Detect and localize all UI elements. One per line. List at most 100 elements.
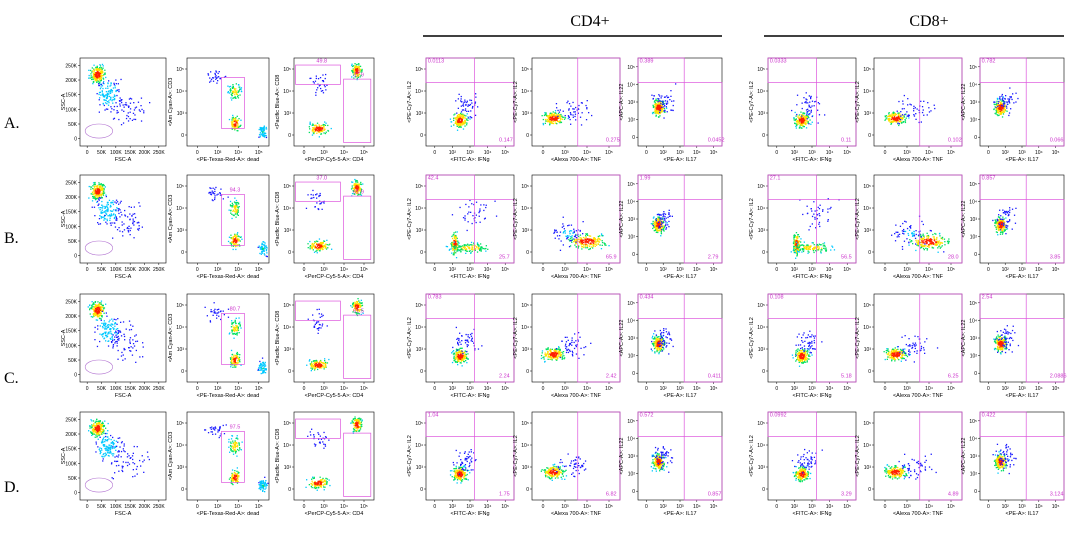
- event-point: [353, 193, 355, 195]
- event-point: [670, 90, 672, 92]
- event-point: [232, 91, 234, 93]
- event-point: [563, 116, 565, 118]
- event-point: [325, 246, 327, 248]
- event-point: [573, 108, 575, 110]
- event-point: [265, 246, 268, 248]
- event-point: [585, 119, 588, 121]
- event-point: [580, 241, 582, 243]
- event-point: [556, 113, 558, 116]
- event-point: [551, 119, 553, 122]
- event-point: [453, 247, 456, 249]
- event-point: [941, 237, 943, 239]
- event-point: [1001, 106, 1003, 109]
- event-point: [454, 236, 456, 238]
- event-point: [99, 65, 102, 67]
- event-point: [581, 112, 583, 114]
- event-point: [455, 238, 457, 240]
- event-point: [904, 119, 907, 121]
- event-point: [542, 122, 544, 125]
- event-point: [101, 212, 103, 214]
- event-point: [102, 78, 105, 80]
- event-point: [894, 113, 896, 115]
- event-point: [318, 130, 320, 132]
- event-point: [668, 220, 670, 223]
- event-point: [449, 118, 452, 120]
- event-point: [96, 193, 98, 195]
- event-point: [818, 249, 820, 251]
- event-point: [453, 241, 455, 243]
- event-point: [919, 234, 921, 236]
- event-point: [94, 72, 96, 74]
- event-point: [234, 233, 236, 235]
- event-point: [792, 242, 795, 244]
- event-point: [236, 233, 238, 235]
- event-point: [560, 121, 562, 123]
- x-tick-label: 10³: [466, 267, 474, 273]
- gate-rect: [637, 57, 685, 83]
- event-point: [236, 210, 238, 212]
- event-point: [121, 109, 123, 111]
- event-point: [354, 66, 356, 69]
- event-point: [669, 99, 671, 101]
- event-point: [99, 183, 101, 185]
- event-point: [456, 245, 458, 247]
- event-point: [95, 66, 97, 69]
- event-point: [936, 243, 938, 246]
- gate-value: 0.0452: [708, 138, 725, 144]
- event-point: [1007, 98, 1009, 100]
- event-point: [571, 235, 573, 237]
- event-point: [98, 189, 100, 191]
- event-point: [586, 100, 588, 102]
- event-point: [934, 232, 936, 235]
- event-point: [914, 237, 917, 239]
- event-point: [235, 216, 237, 218]
- event-cloud: [553, 216, 610, 251]
- event-point: [668, 215, 671, 217]
- x-tick-label: 10⁴: [826, 267, 834, 273]
- event-point: [796, 253, 798, 255]
- event-point: [582, 221, 584, 223]
- event-point: [208, 192, 210, 194]
- event-point: [481, 247, 483, 249]
- event-point: [356, 187, 358, 189]
- event-point: [95, 195, 97, 197]
- event-point: [819, 204, 821, 206]
- event-point: [318, 136, 320, 138]
- event-point: [996, 105, 998, 107]
- event-point: [561, 115, 563, 117]
- event-point: [457, 240, 459, 242]
- event-point: [589, 239, 591, 241]
- event-point: [105, 206, 107, 208]
- event-point: [318, 125, 321, 127]
- event-point: [320, 133, 322, 135]
- event-point: [811, 115, 813, 118]
- y-tick-label: 10³: [284, 111, 292, 117]
- y-tick-label: 250K: [65, 180, 77, 186]
- event-point: [905, 221, 907, 223]
- y-tick-label: 10⁴: [863, 206, 871, 212]
- event-point: [805, 246, 808, 248]
- event-point: [358, 188, 360, 191]
- y-tick-label: 10⁴: [627, 199, 635, 205]
- event-point: [661, 107, 663, 109]
- event-point: [314, 124, 316, 127]
- event-point: [113, 94, 116, 96]
- event-point: [573, 230, 575, 232]
- event-point: [361, 70, 363, 72]
- event-point: [830, 249, 832, 251]
- event-point: [96, 93, 98, 95]
- event-point: [592, 238, 595, 241]
- event-point: [261, 132, 264, 134]
- event-point: [495, 215, 498, 217]
- event-point: [575, 237, 578, 239]
- event-point: [102, 216, 104, 219]
- event-point: [125, 104, 127, 106]
- event-point: [352, 181, 354, 183]
- event-point: [797, 249, 799, 251]
- event-point: [259, 132, 261, 134]
- x-tick-label: 10³: [808, 150, 816, 156]
- event-point: [325, 243, 327, 245]
- event-point: [999, 97, 1001, 99]
